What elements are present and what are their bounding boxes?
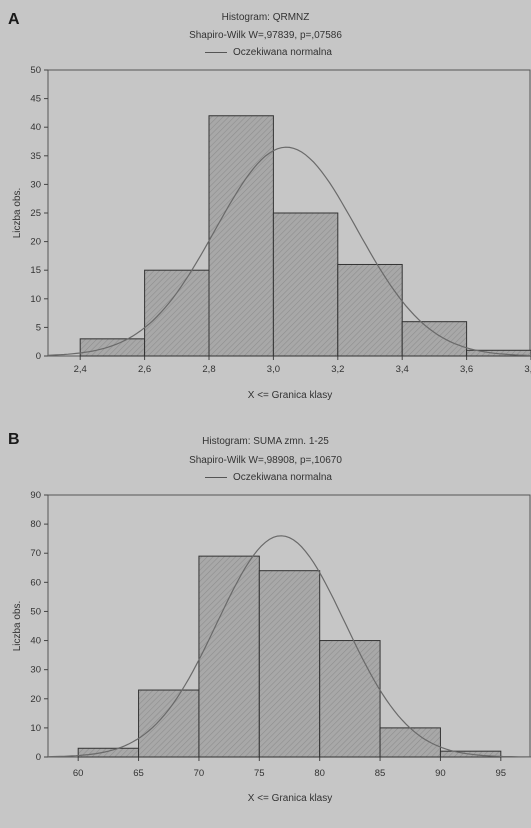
- chart-a-y-axis-title: Liczba obs.: [12, 188, 23, 239]
- x-tick-label: 3,4: [396, 364, 409, 375]
- y-tick-label: 30: [30, 179, 41, 190]
- x-tick-label: 2,6: [138, 364, 151, 375]
- y-tick-label: 15: [30, 265, 41, 276]
- chart-a-title: Histogram: QRMNZ: [221, 12, 310, 23]
- histogram-bar: [272, 212, 339, 357]
- normal-curve: [47, 535, 531, 758]
- x-tick-label: 75: [254, 768, 265, 779]
- histogram-bar: [319, 640, 381, 758]
- y-tick-label: 60: [30, 577, 41, 588]
- x-tick-label: 80: [314, 768, 325, 779]
- legend-line-swatch: [205, 51, 227, 53]
- panel-letter-b: B: [8, 431, 20, 448]
- y-tick-label: 20: [30, 694, 41, 705]
- y-tick-label: 5: [36, 322, 41, 333]
- histogram-bar: [208, 115, 274, 357]
- y-tick-label: 25: [30, 208, 41, 219]
- chart-b-subtitle: Shapiro-Wilk W=,98908, p=,10670: [189, 455, 342, 466]
- x-tick-label: 90: [435, 768, 446, 779]
- histogram-bar: [198, 555, 260, 758]
- y-tick-label: 10: [30, 294, 41, 305]
- y-tick-label: 30: [30, 665, 41, 676]
- chart-b-legend-label: Oczekiwana normalna: [233, 472, 332, 483]
- x-tick-label: 65: [133, 768, 144, 779]
- normal-curve: [47, 146, 531, 357]
- x-tick-label: 95: [496, 768, 507, 779]
- x-tick-label: 3,0: [267, 364, 280, 375]
- x-tick-label: 70: [194, 768, 205, 779]
- x-tick-label: 3,6: [460, 364, 473, 375]
- chart-a-x-axis-title: X <= Granica klasy: [248, 390, 332, 401]
- panel-letter-a: A: [8, 11, 20, 28]
- y-tick-label: 40: [30, 122, 41, 133]
- y-tick-label: 10: [30, 723, 41, 734]
- histogram-bar: [144, 269, 210, 357]
- histogram-bar: [258, 570, 321, 758]
- y-tick-label: 50: [30, 606, 41, 617]
- x-tick-label: 60: [73, 768, 84, 779]
- x-tick-label: 3,8: [524, 364, 531, 375]
- histogram-bar: [337, 263, 403, 357]
- y-tick-label: 50: [30, 65, 41, 76]
- histogram-bar: [77, 747, 140, 758]
- histogram-bar: [138, 689, 200, 758]
- y-tick-label: 90: [30, 490, 41, 501]
- chart-a-subtitle: Shapiro-Wilk W=,97839, p=,07586: [189, 30, 342, 41]
- x-tick-label: 3,2: [331, 364, 344, 375]
- chart-b-title: Histogram: SUMA zmn. 1-25: [202, 436, 329, 447]
- legend-line-swatch: [205, 476, 227, 478]
- y-tick-label: 0: [36, 752, 41, 763]
- y-tick-label: 35: [30, 151, 41, 162]
- chart-b-x-axis-title: X <= Granica klasy: [248, 793, 332, 804]
- y-tick-label: 40: [30, 636, 41, 647]
- x-tick-label: 2,8: [202, 364, 215, 375]
- x-tick-label: 85: [375, 768, 386, 779]
- y-tick-label: 20: [30, 237, 41, 248]
- histogram-bar: [401, 321, 468, 357]
- y-tick-label: 45: [30, 94, 41, 105]
- y-tick-label: 0: [36, 351, 41, 362]
- y-tick-label: 70: [30, 548, 41, 559]
- chart-b-legend: Oczekiwana normalna: [205, 472, 332, 483]
- chart-a-legend-label: Oczekiwana normalna: [233, 47, 332, 58]
- chart-b-y-axis-title: Liczba obs.: [12, 601, 23, 652]
- chart-a-legend: Oczekiwana normalna: [205, 47, 332, 58]
- x-tick-label: 2,4: [74, 364, 87, 375]
- histogram-bar: [79, 338, 146, 357]
- y-tick-label: 80: [30, 519, 41, 530]
